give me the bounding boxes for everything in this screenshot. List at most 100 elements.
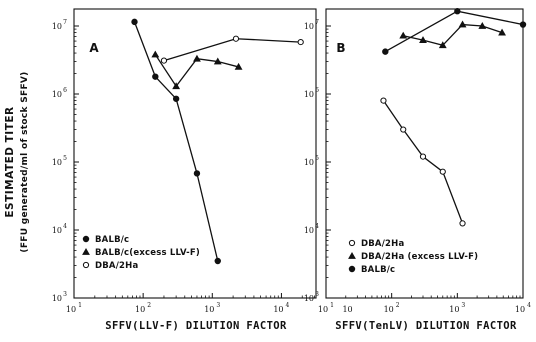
y-axis-title: ESTIMATED TITER — [4, 106, 16, 217]
data-point — [399, 31, 408, 39]
data-point — [439, 168, 446, 175]
y-tick-label: 10 — [304, 22, 314, 31]
data-point — [297, 38, 304, 46]
data-point — [172, 95, 180, 102]
series-line — [382, 100, 464, 224]
x-tick-label: 10 — [342, 305, 352, 314]
y-tick-exponent: 3 — [63, 291, 67, 298]
y-tick-exponent: 6 — [315, 87, 319, 94]
x-tick-label: 10 — [135, 305, 145, 314]
y-tick-exponent: 4 — [63, 223, 67, 230]
x-tick-exponent: 3 — [461, 302, 465, 309]
plot-frame-b — [325, 8, 524, 299]
legend-label: BALB/c — [361, 265, 395, 275]
series-b-dba-2ha — [380, 97, 466, 227]
legend-label: DBA/2Ha (excess LLV-F) — [361, 252, 478, 262]
data-point — [459, 220, 466, 227]
series-b-balb-c — [382, 8, 527, 55]
y-tick-exponent: 6 — [63, 87, 67, 94]
y-tick-label: 10 — [304, 158, 314, 167]
data-point — [419, 153, 427, 160]
legend-label: DBA/2Ha — [95, 261, 138, 271]
data-point — [193, 54, 201, 62]
data-point — [419, 36, 427, 43]
legend-entry: BALB/c(excess LLV-F) — [82, 247, 200, 258]
data-point — [478, 21, 487, 29]
legend-entry: DBA/2Ha — [348, 239, 404, 249]
series-a-balb-c — [131, 18, 221, 265]
y-tick-label: 10 — [304, 294, 314, 303]
series-line — [163, 38, 301, 62]
y-axis-subtitle: (FFU generated/ml of stock SFFV) — [20, 71, 30, 252]
legend-entry: BALB/c — [348, 265, 395, 275]
y-tick-label: 10 — [52, 158, 62, 167]
x-tick-exponent: 1 — [78, 302, 82, 309]
data-point — [193, 170, 201, 177]
panel-label-b: B — [336, 41, 345, 55]
data-point — [234, 62, 243, 70]
series-a-dba-2ha — [160, 35, 304, 64]
data-point — [438, 41, 447, 49]
data-point — [172, 82, 181, 90]
x-tick-label: 10 — [318, 305, 328, 314]
legend-marker — [348, 265, 356, 273]
legend-label: BALB/c(excess LLV-F) — [95, 248, 200, 258]
legend-marker — [82, 261, 90, 269]
legend-entry: DBA/2Ha (excess LLV-F) — [348, 251, 478, 262]
y-tick-exponent: 7 — [315, 19, 319, 26]
data-point — [152, 73, 159, 80]
x-tick-label: 10 — [384, 305, 394, 314]
x-tick-label: 10 — [449, 305, 459, 314]
x-tick-exponent: 4 — [286, 302, 290, 309]
y-tick-exponent: 5 — [315, 155, 319, 162]
data-point — [213, 57, 222, 65]
y-tick-label: 10 — [52, 90, 62, 99]
data-point — [382, 48, 389, 55]
x-tick-exponent: 2 — [396, 302, 400, 309]
data-point — [131, 18, 138, 26]
y-tick-label: 10 — [304, 90, 314, 99]
y-tick-label: 10 — [304, 226, 314, 235]
data-point — [458, 20, 467, 28]
series-line — [403, 23, 503, 47]
x-tick-label: 10 — [515, 305, 525, 314]
data-point — [400, 126, 407, 133]
legend-marker — [348, 251, 356, 259]
x-tick-label: 10 — [66, 305, 76, 314]
data-point — [519, 21, 527, 28]
y-tick-exponent: 7 — [63, 19, 67, 26]
y-tick-label: 10 — [52, 226, 62, 235]
series-b-dba-2ha-excess-llv-f — [399, 20, 506, 49]
legend-marker — [82, 247, 90, 255]
x-axis-title-b: SFFV(TenLV) DILUTION FACTOR — [335, 320, 517, 332]
x-tick-label: 10 — [273, 305, 283, 314]
x-tick-exponent: 1 — [330, 302, 334, 309]
data-point — [498, 28, 506, 36]
data-point — [454, 8, 461, 15]
legend-marker — [82, 235, 90, 243]
x-tick-label: 10 — [204, 305, 214, 314]
series-line — [133, 21, 219, 262]
y-tick-exponent: 4 — [315, 223, 319, 230]
y-tick-label: 10 — [52, 294, 62, 303]
series-a-balb-c-excess-llv-f — [151, 50, 243, 90]
data-point — [214, 257, 221, 265]
legend-entry: BALB/c — [82, 235, 129, 245]
y-tick-label: 10 — [52, 22, 62, 31]
legend-label: DBA/2Ha — [361, 239, 404, 249]
plot-frame-a — [73, 8, 317, 299]
data-point — [160, 57, 168, 64]
y-tick-exponent: 3 — [315, 291, 319, 298]
y-tick-exponent: 5 — [63, 155, 67, 162]
x-axis-title-a: SFFV(LLV-F) DILUTION FACTOR — [105, 320, 287, 332]
legend-entry: DBA/2Ha — [82, 261, 138, 271]
x-tick-exponent: 3 — [216, 302, 220, 309]
panel-label-a: A — [89, 41, 99, 55]
data-point — [380, 97, 387, 104]
legend-label: BALB/c — [95, 235, 129, 245]
data-point — [232, 35, 240, 42]
data-point — [151, 50, 160, 58]
